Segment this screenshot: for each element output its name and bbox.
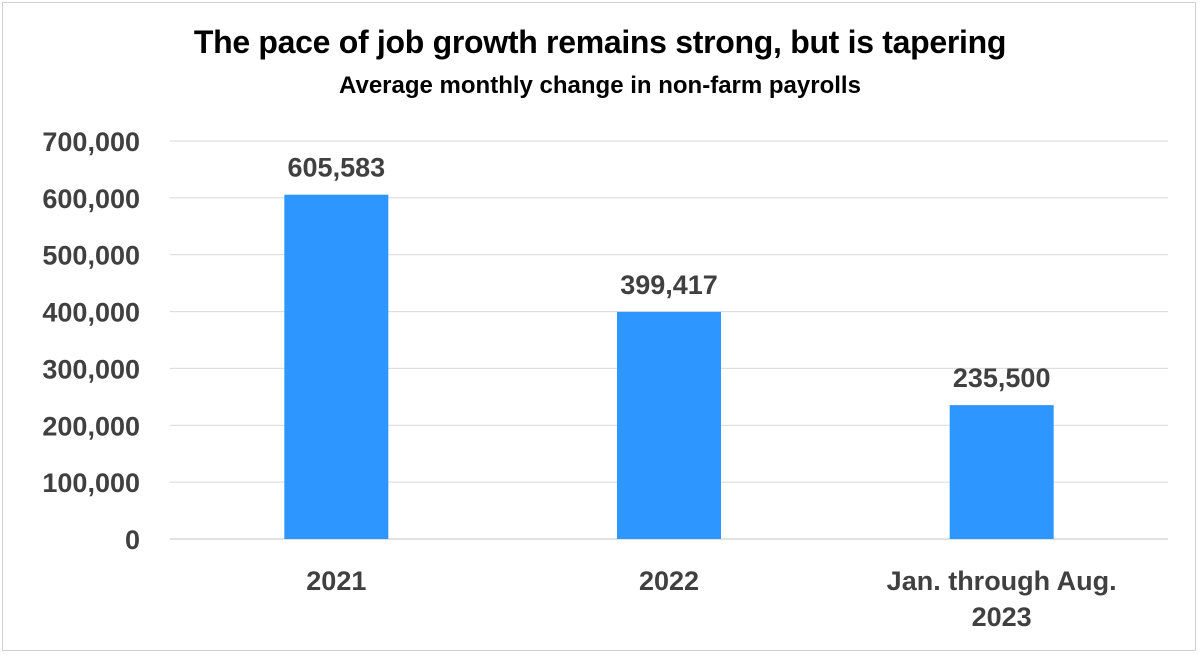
chart-title: The pace of job growth remains strong, b… [193, 24, 1007, 60]
y-tick-label: 0 [125, 525, 140, 555]
x-category-label: Jan. through Aug. [887, 566, 1117, 596]
y-tick-label: 700,000 [42, 127, 140, 157]
data-label: 235,500 [953, 363, 1051, 393]
x-category-label: 2023 [972, 602, 1032, 632]
bar [949, 405, 1054, 539]
y-tick-label: 600,000 [42, 184, 140, 214]
x-category-label: 2022 [639, 566, 699, 596]
y-tick-label: 200,000 [42, 411, 140, 441]
data-labels: 605,583 399,417 235,500 [288, 153, 1051, 393]
bar [617, 311, 721, 539]
bar [284, 194, 389, 540]
y-tick-label: 400,000 [42, 298, 140, 328]
data-label: 399,417 [620, 270, 718, 300]
y-tick-label: 100,000 [42, 468, 140, 498]
y-axis-tick-labels: 0 100,000 200,000 300,000 400,000 500,000 600,… [42, 127, 140, 555]
y-tick-label: 500,000 [42, 241, 140, 271]
chart-subtitle: Average monthly change in non-farm payro… [339, 72, 861, 99]
data-label: 605,583 [288, 153, 386, 183]
x-category-label: 2021 [306, 566, 366, 596]
y-tick-label: 300,000 [42, 354, 140, 384]
x-axis-category-labels: 2021 2022 Jan. through Aug. 2023 [306, 566, 1116, 632]
bars [284, 194, 1054, 540]
